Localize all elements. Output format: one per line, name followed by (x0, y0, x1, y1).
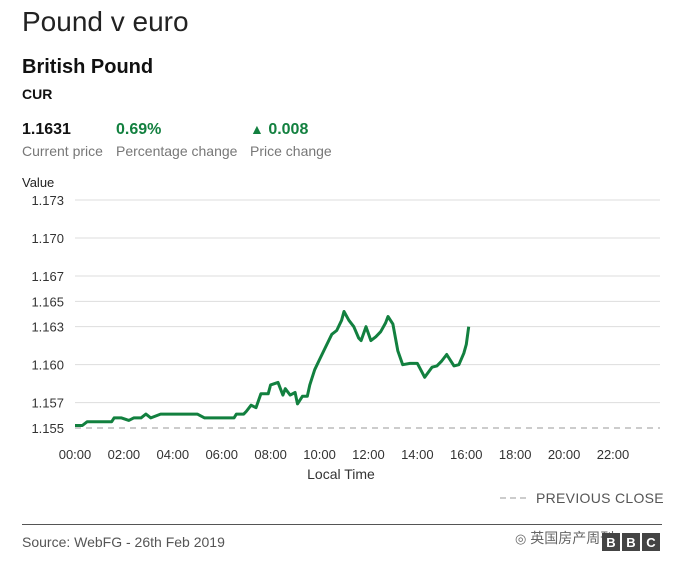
bbc-logo: B B C (602, 533, 660, 551)
triangle-up-icon: ▲ (250, 121, 264, 137)
y-tick-label: 1.170 (31, 231, 64, 246)
x-tick-label: 18:00 (499, 447, 532, 462)
x-tick-label: 12:00 (352, 447, 385, 462)
bbc-logo-letter: B (622, 533, 640, 551)
percentage-change-label: Percentage change (116, 143, 238, 159)
grid-lines (75, 199, 660, 404)
y-tick-label: 1.155 (31, 421, 64, 436)
series-line (75, 310, 471, 427)
x-tick-label: 06:00 (205, 447, 238, 462)
price-change-label: Price change (250, 143, 332, 159)
y-tick-label: 1.163 (31, 320, 64, 335)
bbc-logo-letter: C (642, 533, 660, 551)
source-note: Source: WebFG - 26th Feb 2019 (22, 534, 225, 550)
y-tick-labels: 1.155 1.157 1.160 1.163 1.165 1.167 1.170 1.173 (31, 193, 64, 436)
y-tick-label: 1.160 (31, 358, 64, 373)
x-tick-label: 04:00 (157, 447, 190, 462)
footer-divider (22, 524, 662, 525)
current-price-label: Current price (22, 143, 103, 159)
price-change-number: 0.008 (268, 121, 309, 138)
x-tick-label: 02:00 (108, 447, 141, 462)
y-tick-label: 1.165 (31, 294, 64, 309)
x-tick-labels: 00:00 02:00 04:00 06:00 08:00 10:00 12:00 14:00… (59, 447, 630, 462)
dashed-line-icon (500, 497, 526, 499)
x-tick-label: 16:00 (450, 447, 483, 462)
previous-close-legend: PREVIOUS CLOSE (500, 490, 664, 506)
x-axis-label: Local Time (307, 466, 375, 482)
y-axis-label: Value (22, 175, 54, 190)
previous-close-label: PREVIOUS CLOSE (536, 490, 664, 506)
x-tick-label: 14:00 (401, 447, 434, 462)
x-tick-label: 22:00 (597, 447, 630, 462)
price-change-value: ▲ 0.008 (250, 121, 308, 139)
x-tick-label: 08:00 (254, 447, 287, 462)
y-tick-label: 1.167 (31, 269, 64, 284)
instrument-type: CUR (22, 86, 53, 102)
instrument-name: British Pound (22, 56, 154, 78)
x-tick-label: 00:00 (59, 447, 92, 462)
bbc-logo-letter: B (602, 533, 620, 551)
x-tick-label: 10:00 (303, 447, 336, 462)
page-title: Pound v euro (22, 6, 189, 37)
current-price-value: 1.1631 (22, 121, 71, 138)
watermark: ◎ 英国房产周刊 (515, 528, 614, 548)
y-tick-label: 1.157 (31, 396, 64, 411)
x-tick-label: 20:00 (548, 447, 581, 462)
y-tick-label: 1.173 (31, 193, 64, 208)
watermark-text: 英国房产周刊 (530, 530, 615, 546)
price-chart: Value 1.155 1.157 1.160 1.163 1.165 1.167 1.17… (22, 175, 660, 482)
wechat-icon: ◎ (515, 531, 527, 546)
percentage-change-value: 0.69% (116, 121, 162, 138)
